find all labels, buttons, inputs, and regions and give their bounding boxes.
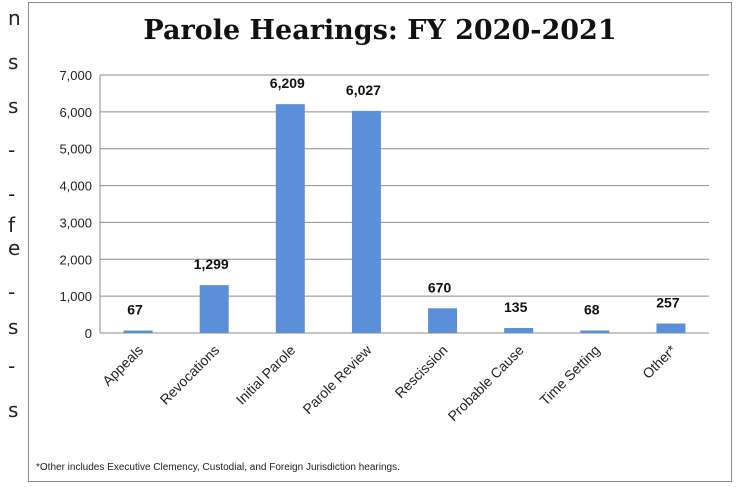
left-fragment: e: [8, 236, 21, 260]
y-tick-label: 0: [85, 326, 92, 341]
left-fragment: -: [8, 138, 16, 162]
x-tick-label: Other*: [639, 341, 679, 381]
bar: [199, 285, 229, 333]
y-tick-label: 5,000: [59, 142, 92, 157]
data-label: 257: [656, 295, 680, 311]
data-label: 6,027: [346, 82, 381, 98]
data-label: 670: [428, 279, 452, 295]
chart-footnote: *Other includes Executive Clemency, Cust…: [36, 462, 400, 473]
bar-chart: 0 1,000 2,000 3,000 4,000 5,000 6,000 7,000 67 Ap…: [59, 68, 709, 424]
y-tick-label: 1,000: [59, 289, 92, 304]
data-label: 6,209: [270, 75, 305, 91]
left-fragment: s: [8, 50, 19, 74]
left-fragment: -: [8, 354, 16, 378]
y-tick-label: 4,000: [59, 179, 92, 194]
x-tick-label: Time Setting: [536, 342, 603, 409]
x-tick-label: Parole Review: [299, 341, 375, 417]
x-tick-label: Appeals: [99, 342, 146, 389]
x-tick-label: Probable Cause: [444, 342, 526, 424]
y-tick-label: 6,000: [59, 105, 92, 120]
y-tick-label: 7,000: [59, 68, 92, 83]
bar: [351, 110, 381, 333]
y-tick-label: 2,000: [59, 252, 92, 267]
left-fragment: -: [8, 182, 16, 206]
data-label: 1,299: [194, 256, 229, 272]
bar: [428, 308, 458, 333]
data-label: 67: [127, 302, 143, 318]
chart-title: Parole Hearings: FY 2020-2021: [143, 15, 617, 46]
left-text-fragments: n s s - - f e - s - s: [0, 0, 28, 487]
left-fragment: s: [8, 398, 19, 422]
bar: [656, 323, 686, 333]
left-fragment: f: [8, 213, 16, 237]
chart-frame: Parole Hearings: FY 2020-2021 0 1,000 2,00…: [28, 2, 732, 482]
left-fragment: -: [8, 280, 16, 304]
data-label: 68: [584, 301, 600, 317]
x-tick-label: Initial Parole: [233, 342, 299, 408]
bar: [504, 328, 534, 333]
x-tick-label: Revocations: [157, 342, 223, 408]
x-tick-label: Rescission: [391, 342, 450, 401]
y-tick-label: 3,000: [59, 215, 92, 230]
data-label: 135: [504, 299, 528, 315]
left-fragment: s: [8, 94, 19, 118]
left-fragment: s: [8, 315, 19, 339]
left-fragment: n: [8, 6, 21, 30]
bar: [275, 104, 305, 334]
bar: [123, 330, 153, 333]
bar: [580, 330, 610, 333]
